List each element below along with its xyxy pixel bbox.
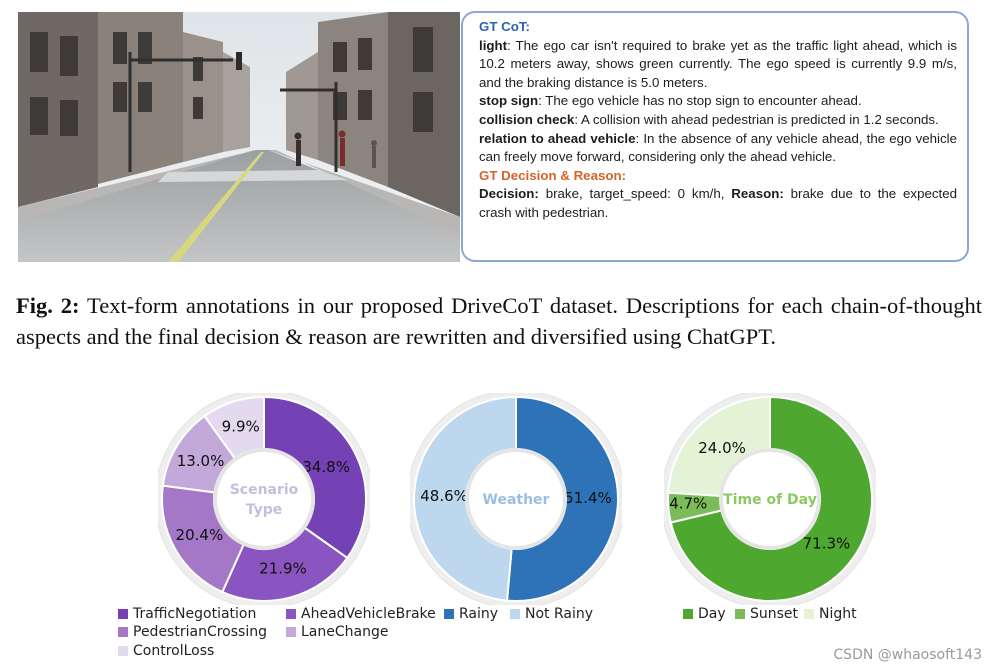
cot-relation: relation to ahead vehicle: In the absenc… — [479, 130, 957, 167]
gt-cot-heading: GT CoT: — [479, 19, 530, 34]
legend-swatch — [118, 627, 128, 637]
legend-item-aheadvehiclebrake: AheadVehicleBrake — [286, 606, 436, 622]
donut-hole — [465, 448, 567, 550]
cot-annotation-box: GT CoT: light: The ego car isn't require… — [461, 11, 969, 262]
legend-swatch — [286, 627, 296, 637]
decision-line: Decision: brake, target_speed: 0 km/h, R… — [479, 185, 957, 222]
light-key: light — [479, 37, 508, 53]
pct-label-rainy: 51.4% — [564, 489, 612, 507]
cot-stop-sign: stop sign: The ego vehicle has no stop s… — [479, 92, 957, 111]
legend-label: TrafficNegotiation — [133, 606, 257, 622]
legend-label: PedestrianCrossing — [133, 624, 267, 640]
light-text: : The ego car isn't required to brake ye… — [479, 37, 957, 90]
pct-label-trafficnegotiation: 34.8% — [302, 458, 350, 476]
center-label-line: Time of Day — [723, 492, 817, 508]
legend-item-rainy: Rainy — [444, 606, 498, 622]
decision-key: Decision: — [479, 186, 539, 202]
legend-swatch — [286, 609, 296, 619]
pct-label-sunset: 4.7% — [669, 494, 707, 512]
donut-hole — [719, 448, 821, 550]
collision-text: : A collision with ahead pedestrian is p… — [574, 111, 939, 127]
legend-swatch — [444, 609, 454, 619]
legend-label: LaneChange — [301, 624, 389, 640]
pct-label-lanechange: 13.0% — [177, 452, 225, 470]
scenario-type-donut: 34.8% 21.9% 20.4% 13.0% 9.9% Scenario Type — [158, 393, 370, 605]
relation-key: relation to ahead vehicle — [479, 130, 636, 146]
center-label-line: Weather — [483, 492, 550, 508]
legend-swatch — [118, 646, 128, 656]
legend-item-not-rainy: Not Rainy — [510, 606, 593, 622]
legend-swatch — [804, 609, 814, 619]
legend-swatch — [510, 609, 520, 619]
legend-item-day: Day — [683, 606, 726, 622]
legend-label: Rainy — [459, 606, 499, 622]
pct-label-day: 71.3% — [803, 535, 851, 553]
legend-swatch — [735, 609, 745, 619]
figure-caption: Fig. 2: Text-form annotations in our pro… — [16, 290, 982, 352]
cot-light: light: The ego car isn't required to bra… — [479, 37, 957, 93]
decision-heading: GT Decision & Reason: — [479, 167, 627, 183]
stop-text: : The ego vehicle has no stop sign to en… — [538, 93, 862, 109]
legend-swatch — [683, 609, 693, 619]
watermark: CSDN @whaosoft143 — [833, 647, 982, 663]
relation-text: : In the absence of any vehicle ahead, t… — [479, 130, 957, 165]
center-label-line: Type — [246, 502, 283, 518]
pct-label-not-rainy: 48.6% — [420, 487, 468, 505]
figure-label: Fig. 2: — [16, 293, 80, 318]
decision-text: brake, target_speed: 0 km/h, — [538, 186, 732, 202]
donut-hole — [213, 448, 315, 550]
legend-label: ControlLoss — [133, 643, 215, 659]
legend-item-trafficnegotiation: TrafficNegotiation — [118, 606, 256, 622]
legend-item-sunset: Sunset — [735, 606, 798, 622]
collision-key: collision check — [479, 111, 575, 127]
stop-key: stop sign — [479, 93, 539, 109]
legend-swatch — [118, 609, 128, 619]
legend-item-lanechange: LaneChange — [286, 624, 388, 640]
pct-label-aheadvehiclebrake: 21.9% — [259, 559, 307, 577]
legend-label: Not Rainy — [525, 606, 594, 622]
weather-donut: 51.4% 48.6% Weather — [410, 393, 622, 605]
reason-key: Reason: — [731, 186, 784, 202]
reason-text: brake due to the expected crash with ped… — [479, 186, 957, 220]
legend-item-night: Night — [804, 606, 857, 622]
center-label-line: Scenario — [230, 482, 299, 498]
time-of-day-donut: 71.3% 4.7% 24.0% Time of Day — [664, 393, 876, 605]
legend-label: Sunset — [750, 606, 799, 622]
caption-text: Text-form annotations in our proposed Dr… — [16, 293, 982, 349]
driving-scene-image — [18, 12, 460, 262]
legend-label: Night — [819, 606, 857, 622]
cot-collision: collision check: A collision with ahead … — [479, 111, 957, 130]
legend-label: Day — [698, 606, 726, 622]
legend-label: AheadVehicleBrake — [301, 606, 436, 622]
legend-item-pedestriancrossing: PedestrianCrossing — [118, 624, 267, 640]
pct-label-night: 24.0% — [698, 439, 746, 457]
pct-label-controlloss: 9.9% — [222, 418, 260, 436]
pct-label-pedestriancrossing: 20.4% — [176, 526, 224, 544]
legend-item-controlloss: ControlLoss — [118, 643, 214, 659]
